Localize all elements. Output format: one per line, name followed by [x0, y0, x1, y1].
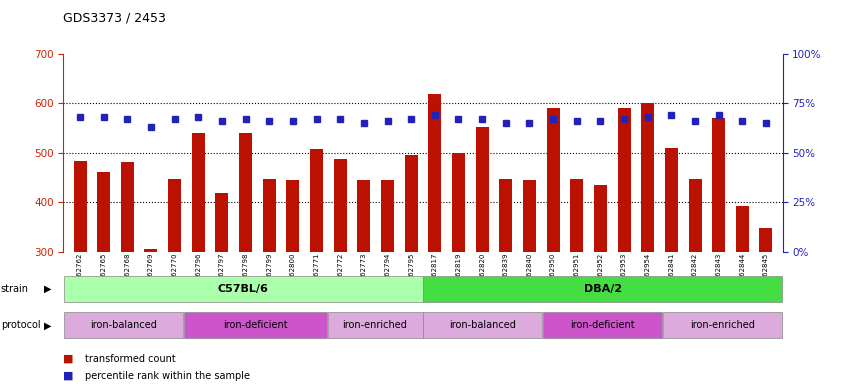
- Text: DBA/2: DBA/2: [584, 284, 622, 294]
- Bar: [404, 155, 418, 252]
- Bar: [192, 133, 205, 252]
- Text: iron-balanced: iron-balanced: [90, 320, 157, 331]
- Bar: [64, 313, 183, 338]
- Bar: [618, 108, 630, 252]
- Bar: [523, 180, 536, 252]
- Bar: [760, 228, 772, 252]
- Bar: [263, 179, 276, 252]
- Text: strain: strain: [1, 284, 29, 294]
- Bar: [641, 103, 654, 252]
- Text: ▶: ▶: [44, 320, 52, 331]
- Bar: [736, 206, 749, 252]
- Bar: [424, 276, 782, 302]
- Bar: [168, 179, 181, 252]
- Bar: [216, 193, 228, 252]
- Text: GDS3373 / 2453: GDS3373 / 2453: [63, 12, 167, 25]
- Bar: [424, 313, 542, 338]
- Bar: [663, 313, 782, 338]
- Bar: [475, 127, 489, 252]
- Bar: [357, 180, 371, 252]
- Text: protocol: protocol: [1, 320, 41, 331]
- Text: ■: ■: [63, 371, 74, 381]
- Bar: [543, 313, 662, 338]
- Bar: [547, 108, 559, 252]
- Bar: [499, 179, 513, 252]
- Text: iron-enriched: iron-enriched: [690, 320, 755, 331]
- Text: iron-deficient: iron-deficient: [570, 320, 635, 331]
- Text: ■: ■: [63, 354, 74, 364]
- Text: percentile rank within the sample: percentile rank within the sample: [85, 371, 250, 381]
- Bar: [333, 159, 347, 252]
- Text: iron-deficient: iron-deficient: [222, 320, 288, 331]
- Bar: [452, 152, 465, 252]
- Bar: [184, 313, 327, 338]
- Bar: [145, 249, 157, 252]
- Bar: [121, 162, 134, 252]
- Text: transformed count: transformed count: [85, 354, 175, 364]
- Bar: [570, 179, 583, 252]
- Text: C57BL/6: C57BL/6: [217, 284, 269, 294]
- Bar: [64, 276, 422, 302]
- Text: ▶: ▶: [44, 284, 52, 294]
- Bar: [712, 118, 725, 252]
- Bar: [594, 185, 607, 252]
- Bar: [381, 180, 394, 252]
- Bar: [239, 133, 252, 252]
- Bar: [97, 172, 110, 252]
- Bar: [287, 180, 299, 252]
- Bar: [428, 94, 442, 252]
- Text: iron-balanced: iron-balanced: [449, 320, 516, 331]
- Bar: [74, 161, 86, 252]
- Bar: [665, 148, 678, 252]
- Bar: [310, 149, 323, 252]
- Text: iron-enriched: iron-enriched: [343, 320, 408, 331]
- Bar: [689, 179, 701, 252]
- Bar: [327, 313, 422, 338]
